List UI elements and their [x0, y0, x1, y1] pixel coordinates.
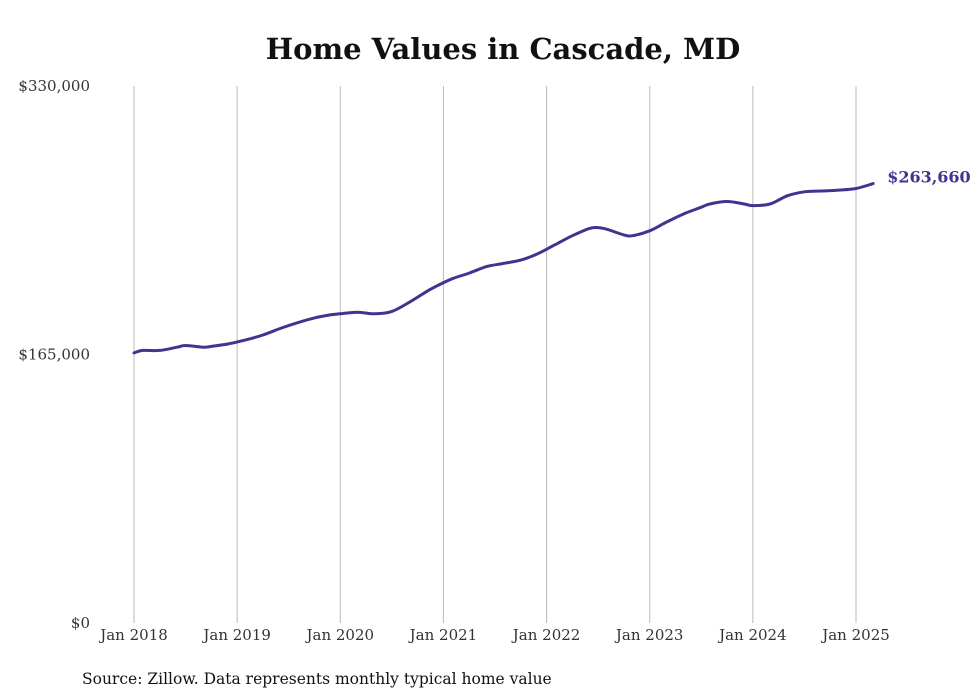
x-tick-label: Jan 2025 — [820, 626, 890, 644]
end-value-label: $263,660 — [887, 168, 971, 187]
y-tick-label: $330,000 — [18, 77, 90, 95]
chart-title: Home Values in Cascade, MD — [266, 32, 741, 66]
source-note: Source: Zillow. Data represents monthly … — [82, 670, 552, 688]
y-tick-label: $0 — [71, 614, 90, 632]
x-tick-label: Jan 2018 — [98, 626, 168, 644]
gridlines — [133, 86, 857, 623]
x-tick-label: Jan 2024 — [717, 626, 787, 644]
x-tick-label: Jan 2023 — [614, 626, 684, 644]
x-tick-label: Jan 2020 — [305, 626, 375, 644]
x-tick-label: Jan 2019 — [201, 626, 271, 644]
series-layer — [132, 182, 875, 355]
y-axis-ticks: $0 $165,000 $330,000 — [18, 77, 90, 632]
x-axis-ticks: Jan 2018 Jan 2019 Jan 2020 Jan 2021 Jan 2022… — [98, 626, 890, 644]
y-tick-label: $165,000 — [18, 346, 90, 364]
series-line-0 — [132, 182, 875, 355]
x-tick-label: Jan 2021 — [408, 626, 478, 644]
x-tick-label: Jan 2022 — [511, 626, 581, 644]
